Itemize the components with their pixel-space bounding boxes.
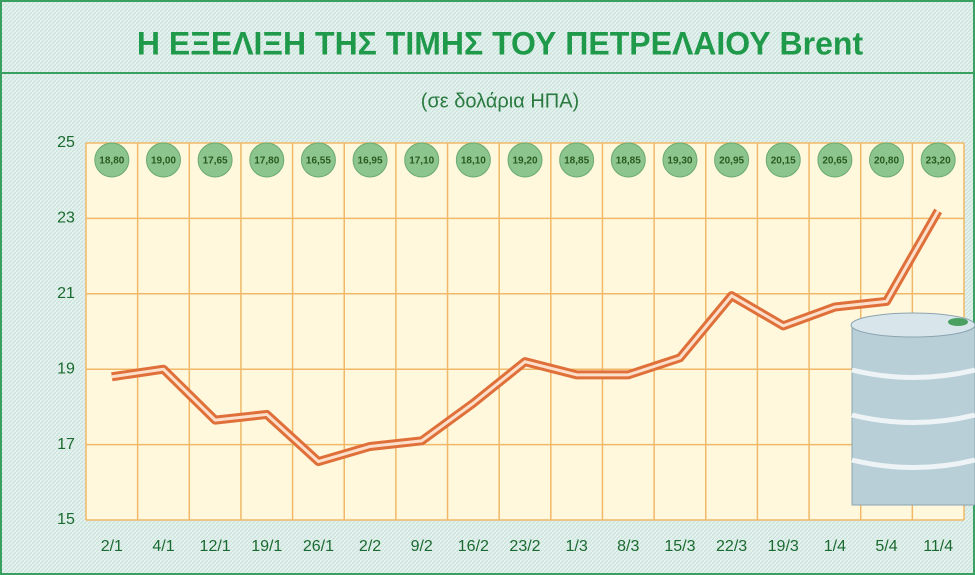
data-label: 20,15 — [771, 156, 796, 167]
line-highlight — [111, 210, 940, 464]
label-badge — [455, 142, 491, 178]
y-tick-label: 21 — [57, 285, 75, 302]
x-tick-label: 16/2 — [458, 538, 489, 555]
plot-area — [86, 143, 964, 520]
label-badge — [404, 142, 440, 178]
data-label: 19,20 — [512, 156, 537, 167]
data-label: 19,30 — [667, 156, 692, 167]
y-tick-label: 23 — [57, 210, 75, 227]
y-tick-label: 15 — [57, 511, 75, 528]
x-tick-label: 5/4 — [875, 538, 897, 555]
x-tick-label: 19/1 — [251, 538, 282, 555]
x-tick-label: 2/1 — [101, 538, 123, 555]
x-tick-label: 9/2 — [411, 538, 433, 555]
x-tick-label: 2/2 — [359, 538, 381, 555]
x-tick-label: 15/3 — [664, 538, 695, 555]
data-label: 18,80 — [99, 156, 124, 167]
y-tick-label: 17 — [57, 436, 75, 453]
label-badge — [94, 142, 130, 178]
data-label: 20,80 — [874, 156, 899, 167]
data-label: 20,95 — [719, 156, 744, 167]
label-badge — [559, 142, 595, 178]
barrel — [850, 312, 975, 506]
chart-subtitle: (σε δολάρια ΗΠΑ) — [421, 90, 579, 112]
data-label: 17,10 — [409, 156, 434, 167]
x-tick-label: 19/3 — [768, 538, 799, 555]
label-badge — [197, 142, 233, 178]
data-label: 18,85 — [616, 156, 641, 167]
data-label: 18,10 — [461, 156, 486, 167]
data-label: 19,00 — [151, 156, 176, 167]
y-tick-label: 19 — [57, 360, 75, 377]
label-badge — [300, 142, 336, 178]
label-badge — [610, 142, 646, 178]
label-badge — [352, 142, 388, 178]
label-badge — [507, 142, 543, 178]
chart-title: Η ΕΞΕΛΙΞΗ ΤΗΣ ΤΙΜΗΣ ΤΟΥ ΠΕΤΡΕΛΑΙΟΥ Brent — [137, 25, 864, 61]
y-tick-label: 25 — [57, 134, 75, 151]
data-label: 16,55 — [306, 156, 331, 167]
x-tick-label: 1/4 — [824, 538, 846, 555]
label-badge — [145, 142, 181, 178]
label-badge — [714, 142, 750, 178]
label-badge — [817, 142, 853, 178]
data-label: 18,85 — [564, 156, 589, 167]
data-label: 17,80 — [254, 156, 279, 167]
x-tick-label: 4/1 — [152, 538, 174, 555]
data-label: 20,65 — [822, 156, 847, 167]
x-tick-label: 8/3 — [617, 538, 639, 555]
x-tick-label: 1/3 — [566, 538, 588, 555]
x-tick-label: 23/2 — [509, 538, 540, 555]
label-badge — [662, 142, 698, 178]
x-tick-label: 11/4 — [923, 538, 953, 555]
data-label: 16,95 — [358, 156, 383, 167]
label-badge — [869, 142, 905, 178]
label-badge — [249, 142, 285, 178]
x-tick-label: 12/1 — [200, 538, 231, 555]
data-label: 23,20 — [926, 156, 951, 167]
x-tick-label: 22/3 — [716, 538, 747, 555]
label-badge — [765, 142, 801, 178]
label-badge — [920, 142, 956, 178]
data-label: 17,65 — [203, 156, 228, 167]
x-tick-label: 26/1 — [303, 538, 334, 555]
